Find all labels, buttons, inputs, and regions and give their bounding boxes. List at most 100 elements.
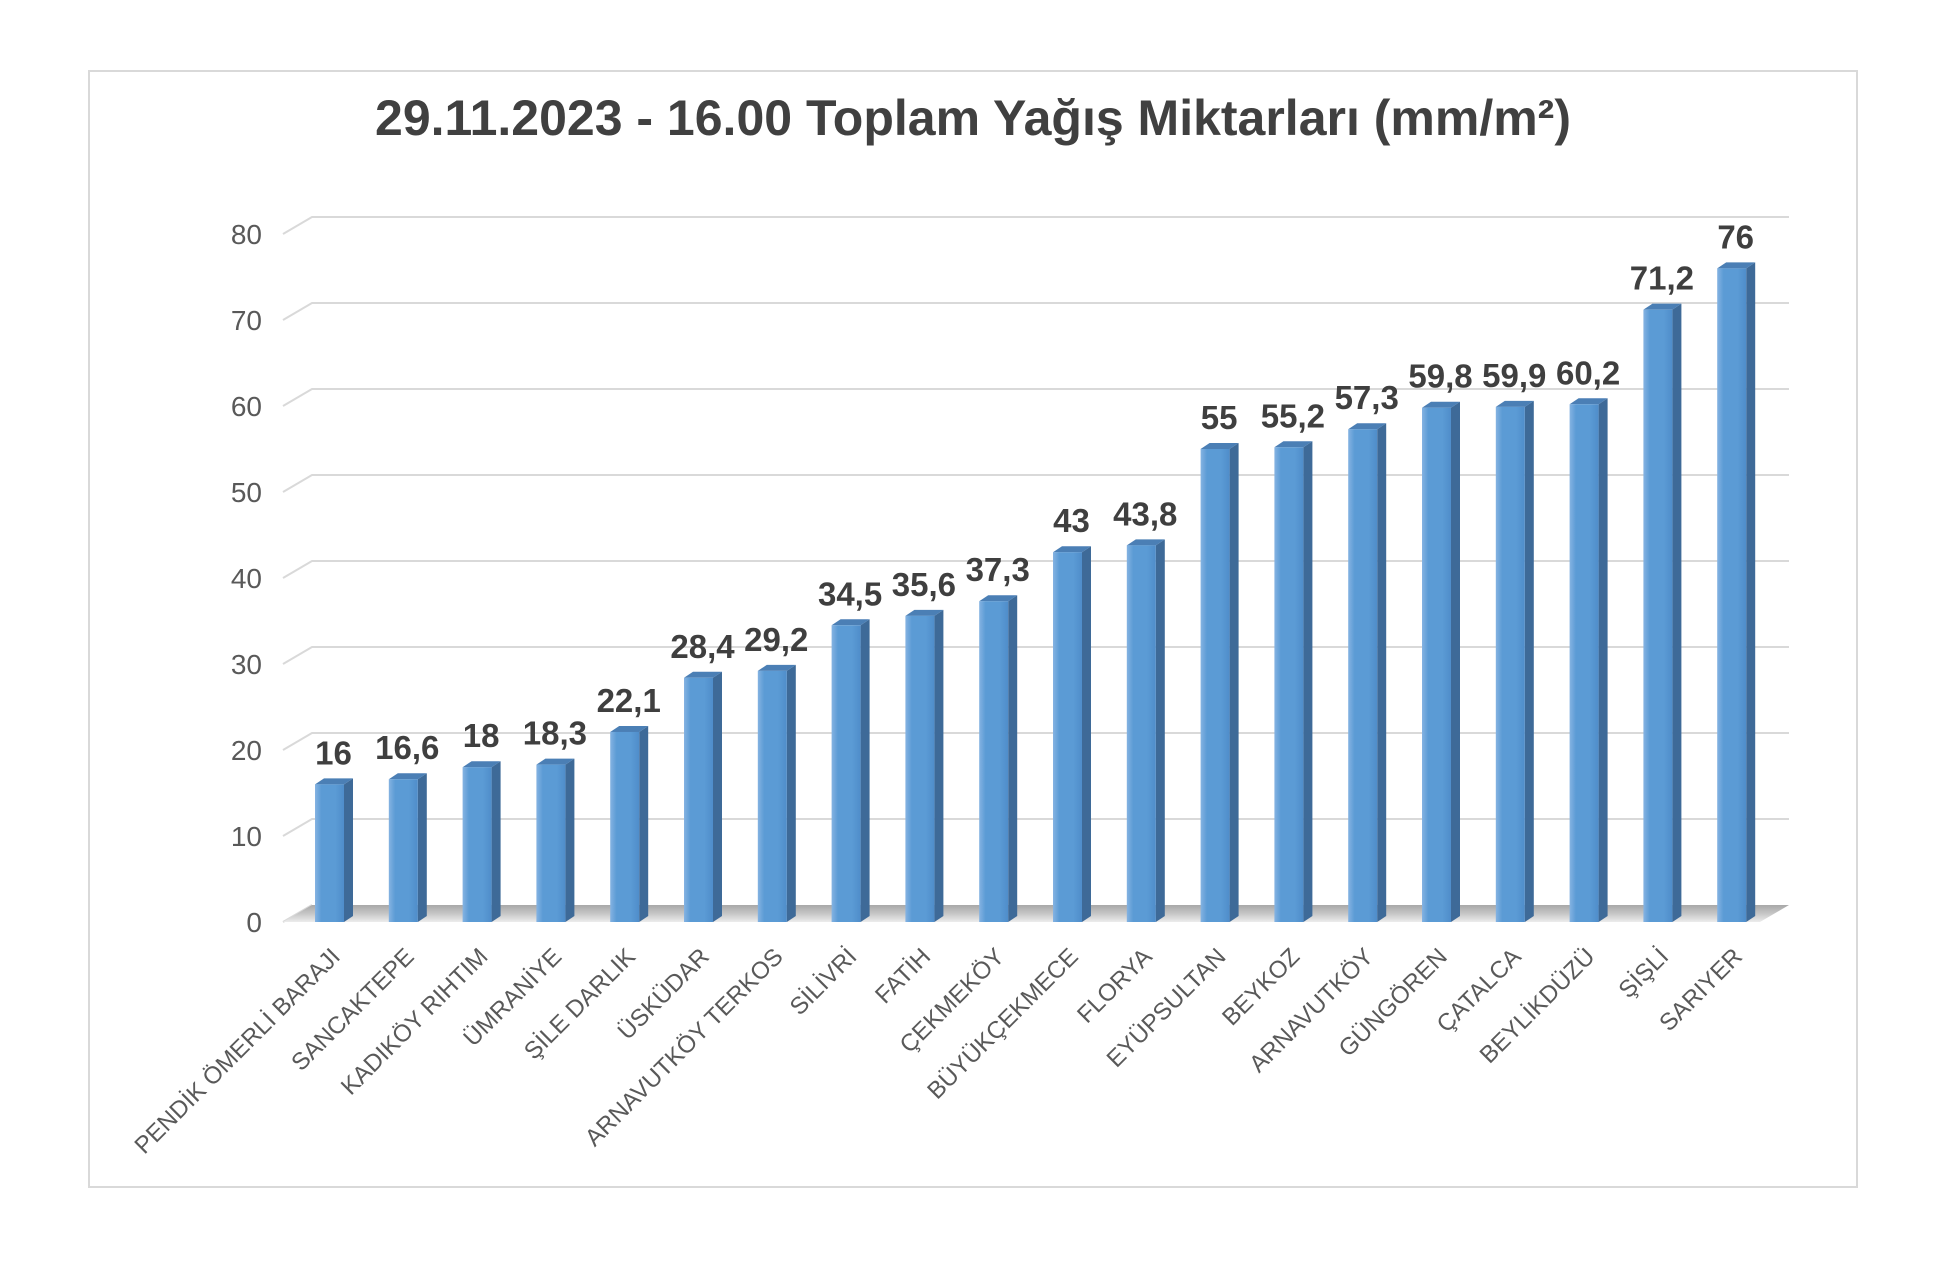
value-label-15: 59,8 <box>1408 358 1472 395</box>
bar-8 <box>905 615 935 922</box>
bar-top-5 <box>684 671 722 678</box>
gridline-30 <box>282 646 1789 665</box>
value-label-13: 55,2 <box>1261 397 1325 434</box>
value-label-17: 60,2 <box>1556 354 1620 391</box>
value-label-4: 22,1 <box>597 682 661 719</box>
gridline-20 <box>282 732 1789 751</box>
bar-side-14 <box>1377 423 1387 922</box>
bar-side-2 <box>491 761 501 922</box>
bar-top-10 <box>1053 546 1091 553</box>
bar-top-6 <box>757 664 796 671</box>
bar-2 <box>462 767 492 922</box>
value-label-7: 34,5 <box>818 575 882 612</box>
chart-title: 29.11.2023 - 16.00 Toplam Yağış Miktarla… <box>375 90 1571 146</box>
gridline-40 <box>282 560 1789 579</box>
bar-side-11 <box>1155 539 1165 922</box>
bar-top-1 <box>388 773 427 780</box>
gridline-50 <box>282 474 1789 493</box>
bar-top-8 <box>905 609 944 616</box>
bar-17 <box>1569 404 1599 922</box>
bar-7 <box>831 625 861 922</box>
ytick-label-50: 50 <box>231 477 262 508</box>
bar-top-12 <box>1200 443 1239 449</box>
gridline-70 <box>282 302 1789 321</box>
bar-side-19 <box>1746 262 1756 922</box>
gridline-60 <box>282 388 1789 407</box>
bar-top-3 <box>536 758 575 765</box>
category-label-7: SİLİVRİ <box>785 943 863 1021</box>
value-label-8: 35,6 <box>892 566 956 603</box>
value-label-9: 37,3 <box>966 551 1030 588</box>
bar-side-3 <box>565 758 575 922</box>
category-label-8: FATİH <box>870 943 936 1009</box>
bar-12 <box>1200 449 1230 922</box>
value-label-16: 59,9 <box>1482 357 1546 394</box>
bar-top-7 <box>831 619 870 626</box>
value-label-12: 55 <box>1201 399 1238 436</box>
value-label-14: 57,3 <box>1335 379 1399 416</box>
ytick-label-60: 60 <box>231 391 262 422</box>
value-label-5: 28,4 <box>670 628 735 665</box>
bar-top-4 <box>610 725 649 732</box>
bar-top-16 <box>1495 400 1534 407</box>
bar-6 <box>757 670 787 922</box>
bar-top-11 <box>1126 539 1165 546</box>
bar-top-14 <box>1348 423 1387 430</box>
chart-floor <box>283 905 1789 922</box>
ytick-label-20: 20 <box>231 735 262 766</box>
ytick-label-80: 80 <box>231 219 262 250</box>
bar-side-9 <box>1008 595 1018 922</box>
bar-side-8 <box>934 609 944 922</box>
bar-side-7 <box>860 619 870 922</box>
bar-top-19 <box>1717 262 1756 269</box>
ytick-label-40: 40 <box>231 563 262 594</box>
bar-13 <box>1274 447 1304 922</box>
bar-0 <box>315 784 344 922</box>
bar-top-0 <box>315 778 353 785</box>
ytick-label-10: 10 <box>231 821 262 852</box>
bar-top-2 <box>462 761 501 768</box>
bar-side-15 <box>1451 401 1460 923</box>
bar-16 <box>1495 406 1525 922</box>
bar-14 <box>1348 429 1378 922</box>
bar-side-0 <box>344 778 353 922</box>
bar-top-18 <box>1643 303 1682 310</box>
category-label-18: ŞİŞLİ <box>1614 943 1675 1004</box>
ytick-label-30: 30 <box>231 649 262 680</box>
bar-10 <box>1053 552 1082 922</box>
value-label-2: 18 <box>463 717 500 754</box>
category-label-14: ARNAVUTKÖY <box>1244 943 1379 1078</box>
value-label-3: 18,3 <box>523 715 587 752</box>
bar-side-10 <box>1082 546 1091 922</box>
value-label-18: 71,2 <box>1630 260 1694 297</box>
bar-side-17 <box>1598 398 1608 922</box>
bar-9 <box>979 601 1009 922</box>
ytick-label-0: 0 <box>246 907 262 938</box>
bar-top-9 <box>979 595 1018 602</box>
bar-3 <box>536 764 566 922</box>
bar-side-6 <box>786 664 796 922</box>
value-label-10: 43 <box>1053 502 1090 539</box>
bar-side-12 <box>1229 443 1239 922</box>
bar-side-18 <box>1672 303 1682 922</box>
bar-side-13 <box>1303 441 1313 922</box>
bar-15 <box>1422 407 1451 923</box>
value-label-11: 43,8 <box>1113 495 1177 532</box>
bar-4 <box>610 731 640 922</box>
bar-top-13 <box>1274 441 1313 448</box>
bar-top-15 <box>1422 401 1460 408</box>
bar-side-5 <box>713 671 722 922</box>
bar-side-4 <box>639 725 649 922</box>
value-label-1: 16,6 <box>375 729 439 766</box>
ytick-label-70: 70 <box>231 305 262 336</box>
chart-frame <box>88 70 1858 1188</box>
gridline-10 <box>282 818 1789 837</box>
bar-1 <box>388 779 418 922</box>
bar-11 <box>1126 545 1156 922</box>
value-label-0: 16 <box>315 734 352 771</box>
value-label-19: 76 <box>1717 218 1754 255</box>
bar-top-17 <box>1569 398 1608 405</box>
bar-side-1 <box>417 773 427 922</box>
